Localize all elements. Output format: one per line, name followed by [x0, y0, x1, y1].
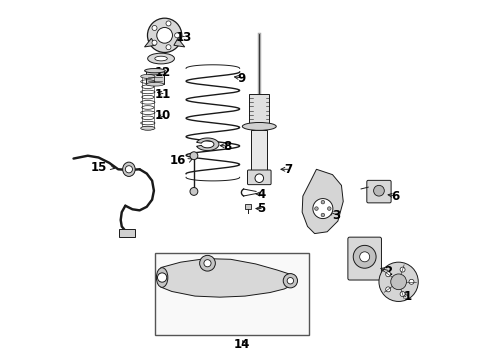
Text: 2: 2: [384, 265, 392, 278]
Circle shape: [400, 292, 405, 297]
Text: 5: 5: [257, 202, 265, 215]
FancyBboxPatch shape: [348, 237, 381, 280]
Text: 7: 7: [284, 163, 292, 176]
Circle shape: [190, 188, 198, 195]
Ellipse shape: [122, 162, 135, 176]
Circle shape: [327, 207, 331, 210]
Circle shape: [386, 272, 391, 277]
Circle shape: [315, 207, 318, 210]
Circle shape: [157, 273, 167, 282]
Circle shape: [379, 262, 418, 301]
Text: 3: 3: [332, 209, 340, 222]
Circle shape: [391, 274, 407, 290]
Circle shape: [400, 267, 405, 272]
Polygon shape: [302, 169, 343, 234]
Circle shape: [373, 185, 384, 196]
Text: 16: 16: [170, 154, 186, 167]
Text: 6: 6: [391, 190, 399, 203]
Circle shape: [313, 199, 333, 219]
Ellipse shape: [145, 68, 165, 73]
Circle shape: [174, 33, 180, 38]
Circle shape: [386, 287, 391, 292]
Circle shape: [157, 27, 172, 43]
Circle shape: [353, 246, 376, 268]
FancyBboxPatch shape: [367, 180, 391, 203]
Ellipse shape: [155, 56, 167, 61]
Circle shape: [321, 201, 325, 204]
Circle shape: [152, 26, 157, 31]
Text: 15: 15: [91, 161, 107, 174]
FancyBboxPatch shape: [251, 130, 267, 173]
Ellipse shape: [141, 126, 155, 130]
Ellipse shape: [243, 122, 276, 130]
Circle shape: [283, 274, 297, 288]
Circle shape: [409, 279, 414, 284]
Polygon shape: [159, 258, 295, 297]
Circle shape: [204, 260, 211, 267]
Ellipse shape: [156, 268, 168, 287]
Text: 8: 8: [223, 140, 231, 153]
Text: 14: 14: [233, 338, 249, 351]
Circle shape: [199, 255, 215, 271]
Circle shape: [125, 166, 132, 173]
Text: 1: 1: [403, 289, 412, 303]
FancyBboxPatch shape: [146, 71, 164, 84]
Circle shape: [255, 174, 264, 183]
Circle shape: [152, 40, 157, 45]
Circle shape: [190, 152, 198, 159]
FancyBboxPatch shape: [245, 204, 251, 208]
Text: 13: 13: [176, 31, 193, 44]
FancyBboxPatch shape: [119, 229, 135, 237]
Polygon shape: [196, 138, 219, 150]
Text: 11: 11: [155, 88, 171, 101]
Text: 12: 12: [155, 66, 171, 79]
Ellipse shape: [141, 75, 155, 78]
Ellipse shape: [147, 53, 174, 64]
Circle shape: [287, 278, 294, 284]
Text: 10: 10: [155, 109, 171, 122]
Circle shape: [166, 21, 171, 26]
Polygon shape: [145, 38, 155, 47]
Circle shape: [360, 252, 369, 262]
Circle shape: [321, 213, 325, 217]
Circle shape: [147, 18, 182, 53]
Circle shape: [166, 45, 171, 50]
FancyBboxPatch shape: [247, 170, 271, 185]
Polygon shape: [174, 38, 185, 47]
FancyBboxPatch shape: [155, 253, 309, 336]
Text: 9: 9: [237, 72, 245, 85]
FancyBboxPatch shape: [249, 94, 270, 126]
Text: 4: 4: [257, 188, 265, 201]
Ellipse shape: [146, 82, 164, 86]
